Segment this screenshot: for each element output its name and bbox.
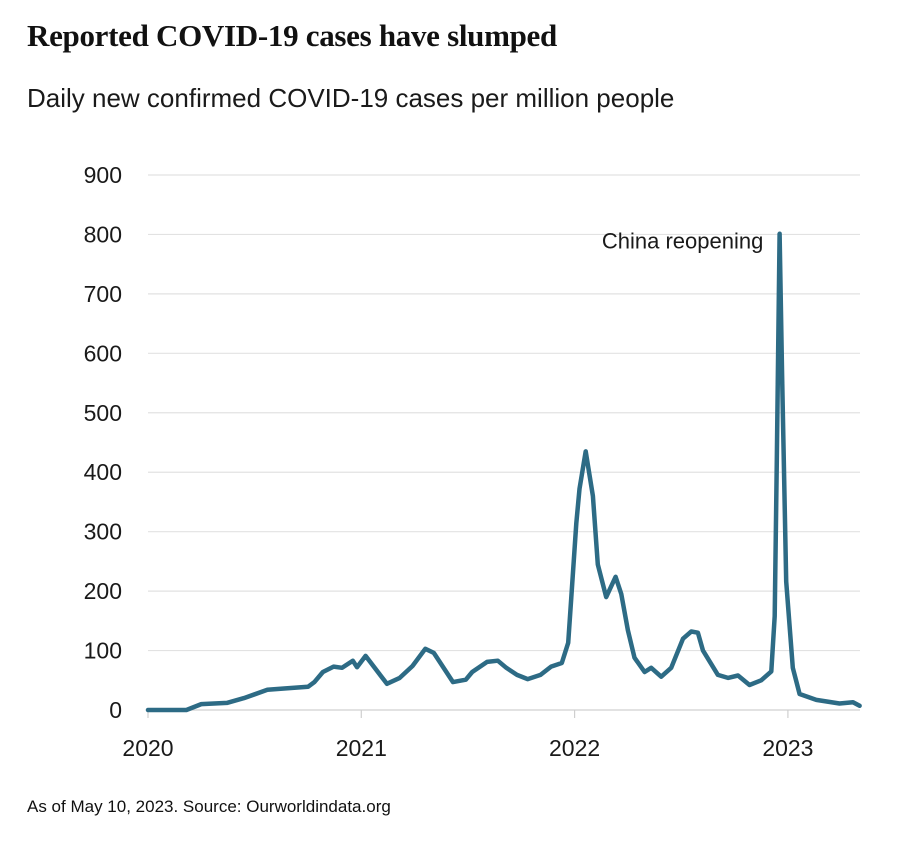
y-tick-label: 700 [84,281,122,307]
x-tick-label: 2020 [122,735,173,761]
y-tick-label: 100 [84,638,122,664]
source-note: As of May 10, 2023. Source: Ourworldinda… [27,797,391,816]
annotation-china-reopening: China reopening [602,228,763,253]
y-tick-label: 300 [84,519,122,545]
y-tick-label: 600 [84,340,122,366]
y-tick-label: 900 [84,162,122,188]
chart-subtitle: Daily new confirmed COVID-19 cases per m… [27,83,675,113]
x-tick-label: 2023 [762,735,813,761]
x-axis: 2020 2021 2022 2023 [122,710,813,761]
y-axis: 0 100 200 300 400 500 600 700 800 900 [84,162,122,723]
y-tick-label: 800 [84,221,122,247]
x-tick-label: 2021 [336,735,387,761]
chart-title: Reported COVID-19 cases have slumped [27,18,557,53]
y-tick-label: 400 [84,459,122,485]
series-line-cases [145,231,862,713]
y-tick-label: 500 [84,400,122,426]
x-tick-label: 2022 [549,735,600,761]
y-tick-label: 0 [109,697,122,723]
gridlines [148,174,860,711]
y-tick-label: 200 [84,578,122,604]
